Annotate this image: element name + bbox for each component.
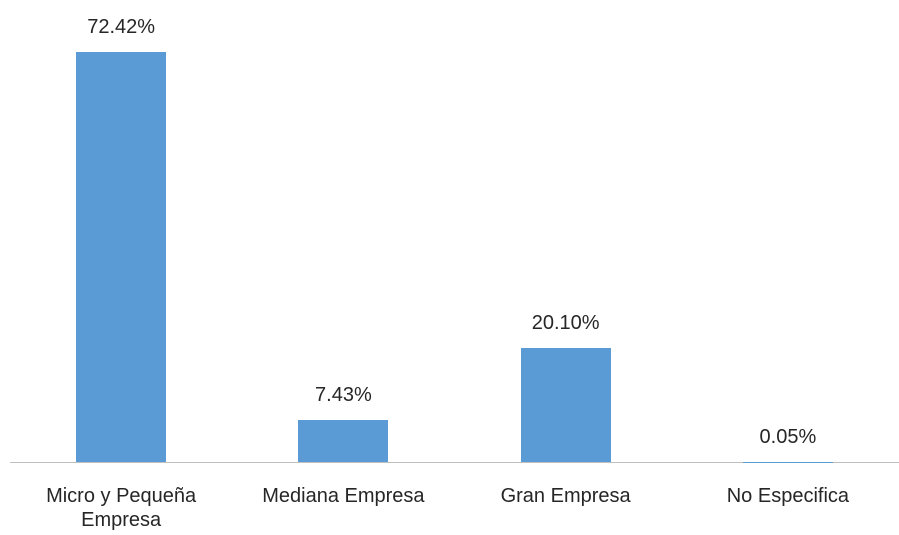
x-tick-label: Gran Empresa [500, 485, 631, 507]
bar [298, 419, 389, 462]
bar [76, 52, 167, 462]
data-label: 20.10% [531, 312, 600, 335]
x-tick-label: Mediana Empresa [262, 485, 425, 507]
data-label: 7.43% [315, 383, 372, 406]
x-axis-line [10, 462, 899, 463]
x-tick-label: Micro y Pequeña Empresa [46, 485, 197, 531]
bar [520, 348, 611, 462]
data-label: 72.42% [87, 16, 156, 38]
data-label: 0.05% [759, 425, 817, 448]
x-tick-label: No Especifica [726, 485, 850, 507]
